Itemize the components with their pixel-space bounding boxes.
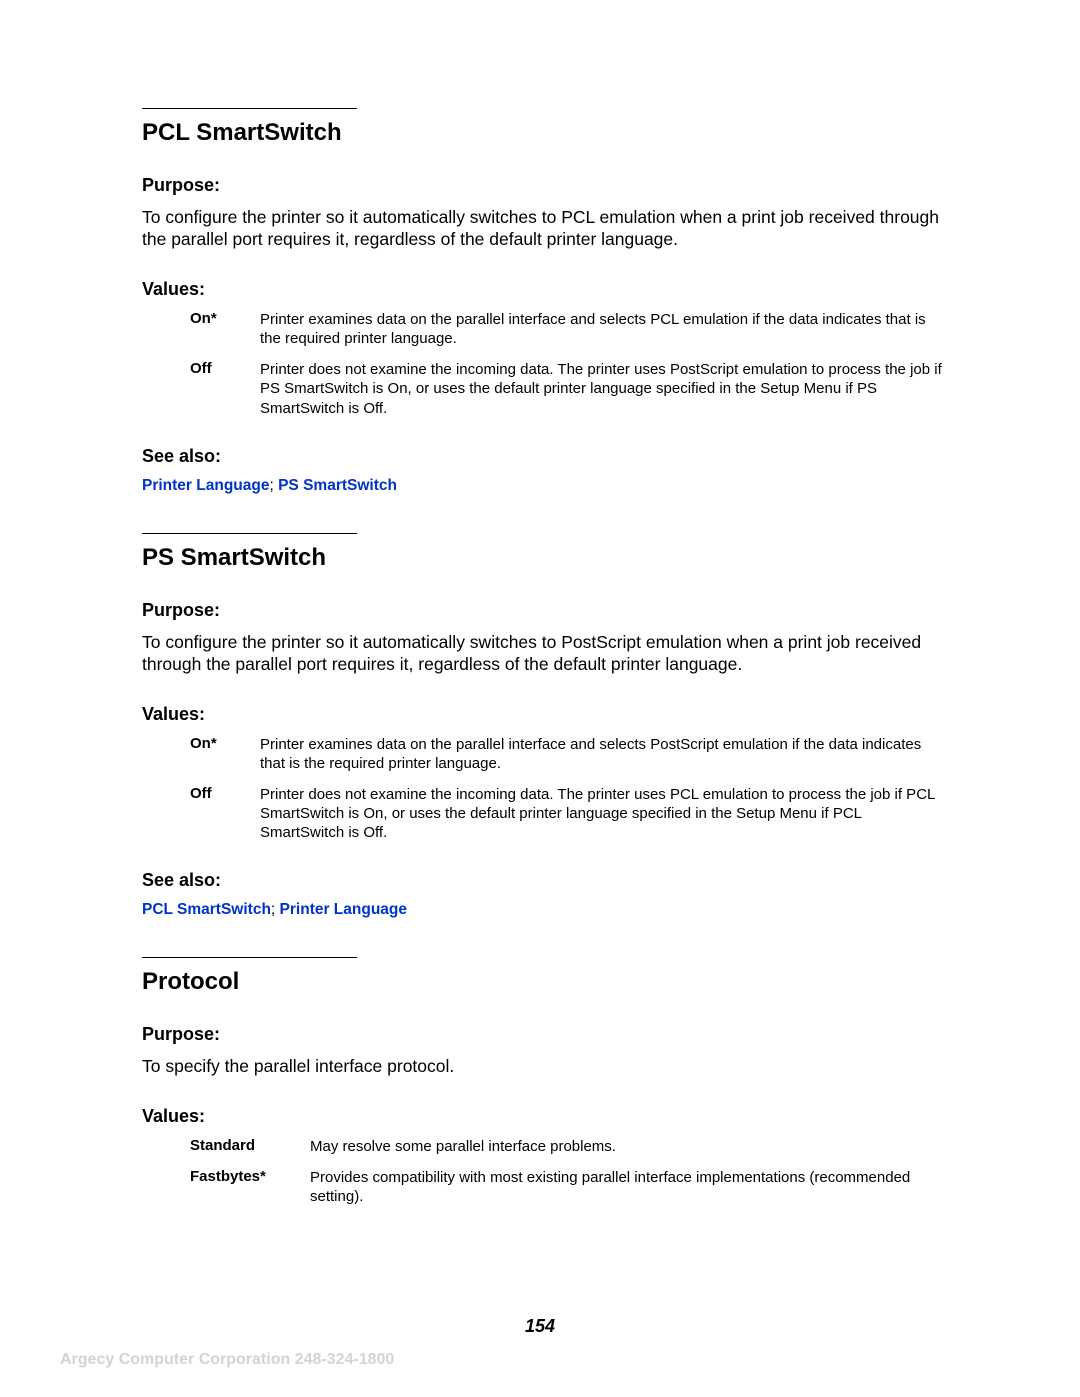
table-row: Standard May resolve some parallel inter… (190, 1137, 945, 1156)
section-divider (142, 108, 357, 109)
see-also-heading: See also: (142, 870, 945, 891)
value-label: On* (190, 735, 260, 773)
values-heading: Values: (142, 1106, 945, 1127)
section-divider (142, 533, 357, 534)
value-label: Off (190, 785, 260, 843)
value-desc: Printer examines data on the parallel in… (260, 310, 945, 348)
value-label: Off (190, 360, 260, 418)
link-separator: ; (271, 901, 280, 918)
purpose-heading: Purpose: (142, 175, 945, 196)
link-ps-smartswitch[interactable]: PS SmartSwitch (278, 477, 397, 494)
section-title: PS SmartSwitch (142, 544, 945, 572)
values-heading: Values: (142, 279, 945, 300)
table-row: On* Printer examines data on the paralle… (190, 310, 945, 348)
values-table: On* Printer examines data on the paralle… (190, 735, 945, 843)
value-label: On* (190, 310, 260, 348)
section-title: PCL SmartSwitch (142, 119, 945, 147)
purpose-heading: Purpose: (142, 600, 945, 621)
link-separator: ; (269, 477, 278, 494)
values-heading: Values: (142, 704, 945, 725)
link-printer-language[interactable]: Printer Language (142, 477, 269, 494)
value-label: Fastbytes* (190, 1168, 310, 1206)
page-number: 154 (0, 1316, 1080, 1337)
document-page: PCL SmartSwitch Purpose: To configure th… (0, 0, 1080, 1397)
section-title: Protocol (142, 968, 945, 996)
see-also-links: Printer Language; PS SmartSwitch (142, 477, 945, 495)
value-desc: Printer examines data on the parallel in… (260, 735, 945, 773)
purpose-heading: Purpose: (142, 1024, 945, 1045)
purpose-text: To configure the printer so it automatic… (142, 631, 945, 676)
value-desc: Printer does not examine the incoming da… (260, 785, 945, 843)
see-also-heading: See also: (142, 446, 945, 467)
footer-text: Argecy Computer Corporation 248-324-1800 (60, 1351, 394, 1369)
link-pcl-smartswitch[interactable]: PCL SmartSwitch (142, 901, 271, 918)
values-table: On* Printer examines data on the paralle… (190, 310, 945, 418)
link-printer-language[interactable]: Printer Language (280, 901, 407, 918)
purpose-text: To configure the printer so it automatic… (142, 206, 945, 251)
value-desc: Provides compatibility with most existin… (310, 1168, 945, 1206)
value-label: Standard (190, 1137, 310, 1156)
value-desc: May resolve some parallel interface prob… (310, 1137, 616, 1156)
table-row: Off Printer does not examine the incomin… (190, 360, 945, 418)
values-table: Standard May resolve some parallel inter… (190, 1137, 945, 1207)
table-row: Fastbytes* Provides compatibility with m… (190, 1168, 945, 1206)
section-divider (142, 957, 357, 958)
table-row: Off Printer does not examine the incomin… (190, 785, 945, 843)
value-desc: Printer does not examine the incoming da… (260, 360, 945, 418)
see-also-links: PCL SmartSwitch; Printer Language (142, 901, 945, 919)
purpose-text: To specify the parallel interface protoc… (142, 1055, 945, 1077)
table-row: On* Printer examines data on the paralle… (190, 735, 945, 773)
